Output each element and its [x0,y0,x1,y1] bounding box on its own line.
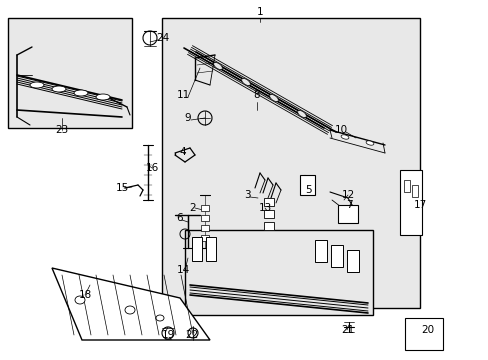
Bar [299,175,314,195]
Ellipse shape [341,135,348,139]
Text: 23: 23 [55,125,68,135]
Text: 20: 20 [421,325,434,335]
Ellipse shape [156,315,163,321]
Ellipse shape [366,141,373,145]
Bar [314,240,326,262]
Ellipse shape [30,82,44,88]
Ellipse shape [75,296,85,304]
Bar [264,210,273,218]
Text: 6: 6 [176,213,183,223]
Text: 10: 10 [334,125,347,135]
Ellipse shape [74,90,88,96]
Text: 2: 2 [189,203,196,213]
Bar [201,215,208,221]
Text: 19: 19 [161,330,174,340]
Text: 24: 24 [156,33,169,43]
Bar [403,180,409,192]
Bar [411,185,417,197]
Ellipse shape [96,94,110,100]
Text: 22: 22 [185,330,198,340]
Bar [201,225,208,231]
Ellipse shape [125,306,135,314]
Text: 13: 13 [258,203,271,213]
Text: 5: 5 [304,185,311,195]
Text: 8: 8 [253,90,260,100]
Bar [184,230,372,315]
Bar [264,198,273,206]
Text: 12: 12 [341,190,354,200]
Text: 7: 7 [345,200,351,210]
Text: 16: 16 [145,163,158,173]
Text: 21: 21 [341,325,354,335]
Bar [264,222,273,230]
Bar [399,170,421,235]
Text: 17: 17 [412,200,426,210]
Text: 18: 18 [78,290,91,300]
Text: 11: 11 [176,90,189,100]
Bar [201,235,208,241]
Bar [162,18,419,308]
Text: 1: 1 [256,7,263,17]
Bar [337,205,357,223]
Ellipse shape [241,78,250,86]
Bar [404,318,442,350]
Text: 15: 15 [115,183,128,193]
Bar [192,237,202,261]
Text: 14: 14 [176,265,189,275]
Ellipse shape [297,111,305,117]
Ellipse shape [269,94,278,102]
Bar [346,250,358,272]
Text: 4: 4 [179,147,186,157]
Bar [201,205,208,211]
Bar [8,18,132,128]
Bar [330,245,342,267]
Text: 3: 3 [243,190,250,200]
Bar [205,237,216,261]
Polygon shape [52,268,209,340]
Ellipse shape [52,86,66,92]
Ellipse shape [213,63,222,69]
Text: 9: 9 [184,113,191,123]
